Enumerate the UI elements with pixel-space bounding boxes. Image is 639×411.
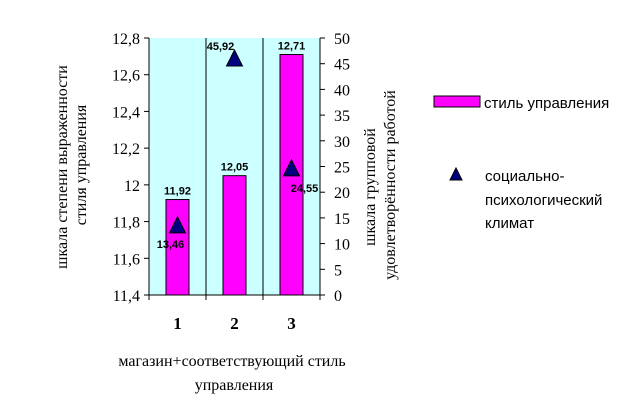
y-axis-label-line-2: стиля управления (73, 104, 90, 225)
markers (168, 48, 301, 234)
marker-value-label: 45,92 (207, 41, 235, 53)
legend-label-marker-line-1: социально- (485, 168, 565, 185)
legend-swatch-marker (449, 166, 463, 181)
y2-tick-label: 5 (334, 262, 342, 279)
x-axis-label-line-2: управления (195, 377, 274, 394)
x-axis-label-line-1: магазин+соответствующий стиль (118, 353, 345, 370)
y-tick-label: 12,2 (112, 141, 140, 158)
bar-value-label: 12,71 (278, 41, 306, 53)
marker-triangle (282, 158, 301, 177)
y-tick-label: 12,6 (112, 68, 140, 85)
x-tick-label: 3 (287, 314, 296, 333)
legend-label-marker-line-3: климат (485, 215, 534, 232)
y-tick-label: 11,8 (113, 215, 140, 232)
y2-tick-label: 40 (334, 82, 350, 99)
marker-triangle (168, 215, 187, 234)
bar-value-label: 11,92 (164, 186, 191, 198)
y-tick-label: 12 (124, 178, 140, 195)
data-labels: 11,92 12,05 12,71 13,46 45,92 24,55 (157, 41, 319, 251)
y-tick-label: 12,8 (112, 31, 140, 48)
y2-tick-label: 25 (334, 160, 350, 177)
y2-tick-label: 30 (334, 134, 350, 151)
y-tick-label: 11,6 (113, 251, 140, 268)
y-tick-label: 12,4 (112, 104, 140, 121)
y2-axis-label-line-2: удовлетворённости работой (382, 90, 399, 280)
y2-axis-label-line-1: шкала групповой (362, 128, 379, 246)
gridlines (205, 38, 264, 295)
y-axis-label-line-1: шкала степени выраженности (54, 65, 71, 269)
legend-label-bar: стиль управления (484, 95, 609, 112)
y2-tick-label: 15 (334, 211, 350, 228)
legend: стиль управления социально- психологичес… (433, 95, 609, 232)
y2-tick-label: 45 (334, 57, 350, 74)
bar-value-label: 12,05 (221, 162, 249, 174)
legend-swatch-bar (433, 95, 481, 108)
y2-tick-label: 10 (334, 237, 350, 254)
legend-label-marker: социально- психологический климат (485, 168, 607, 232)
bar (222, 175, 247, 296)
y-axis-label: шкала степени выраженности стиля управле… (54, 61, 90, 269)
y2-tick-label: 20 (334, 185, 350, 202)
x-tick-label: 1 (173, 314, 182, 333)
y2-tick-label: 50 (334, 31, 350, 48)
legend-label-marker-line-2: психологический (485, 192, 602, 209)
x-tick-label: 2 (230, 314, 239, 333)
x-axis-label: магазин+соответствующий стиль управления (118, 353, 349, 394)
marker-triangle (225, 48, 244, 67)
marker-value-label: 24,55 (291, 183, 319, 195)
y2-tick-label: 0 (334, 288, 342, 305)
y2-axis-label: шкала групповой удовлетворённости работо… (362, 90, 399, 280)
y-tick-label: 11,4 (113, 288, 140, 305)
axes: 11,411,611,81212,212,412,612,80510152025… (112, 31, 350, 333)
y2-tick-label: 35 (334, 108, 350, 125)
marker-value-label: 13,46 (157, 239, 185, 251)
